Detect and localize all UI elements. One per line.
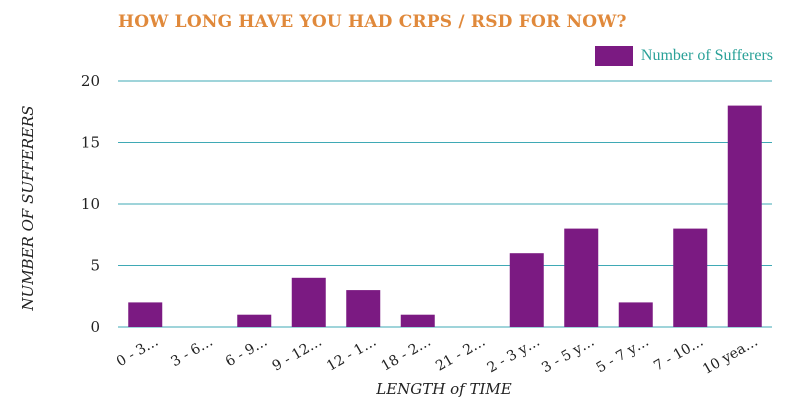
x-tick-label: 0 - 3… bbox=[114, 334, 161, 371]
bar bbox=[346, 290, 381, 327]
legend: Number of Sufferers bbox=[594, 46, 773, 66]
legend-swatch bbox=[594, 46, 633, 66]
x-tick-label: 3 - 6… bbox=[168, 334, 215, 371]
y-tick-label: 15 bbox=[81, 134, 100, 152]
bar bbox=[128, 302, 163, 327]
x-tick-label: 21 - 2… bbox=[433, 334, 488, 375]
x-tick-label: 2 - 3 y… bbox=[485, 334, 543, 377]
x-tick-label: 7 - 10… bbox=[651, 334, 706, 375]
bar bbox=[564, 228, 599, 327]
y-tick-label: 10 bbox=[81, 195, 100, 213]
y-tick-label: 20 bbox=[81, 72, 100, 90]
x-tick-label: 12 - 1… bbox=[324, 334, 379, 375]
x-tick-label: 6 - 9… bbox=[223, 334, 270, 371]
x-axis-label: LENGTH of TIME bbox=[376, 380, 512, 398]
chart-title: HOW LONG HAVE YOU HAD CRPS / RSD FOR NOW… bbox=[118, 12, 627, 32]
y-tick-label: 5 bbox=[90, 257, 100, 275]
bar bbox=[727, 105, 762, 327]
x-tick-label: 5 - 7 y… bbox=[594, 334, 652, 377]
bar bbox=[291, 277, 326, 327]
x-tick-label: 18 - 2… bbox=[379, 334, 434, 375]
x-tick-label: 10 yea… bbox=[700, 334, 761, 378]
bar bbox=[618, 302, 653, 327]
bar bbox=[673, 228, 708, 327]
bar bbox=[237, 314, 272, 327]
y-tick-label: 0 bbox=[90, 318, 100, 336]
legend-label: Number of Sufferers bbox=[640, 47, 773, 64]
bar bbox=[509, 253, 544, 327]
x-tick-label: 3 - 5 y… bbox=[539, 334, 597, 377]
x-tick-label: 9 - 12… bbox=[270, 334, 325, 375]
bar bbox=[400, 314, 435, 327]
